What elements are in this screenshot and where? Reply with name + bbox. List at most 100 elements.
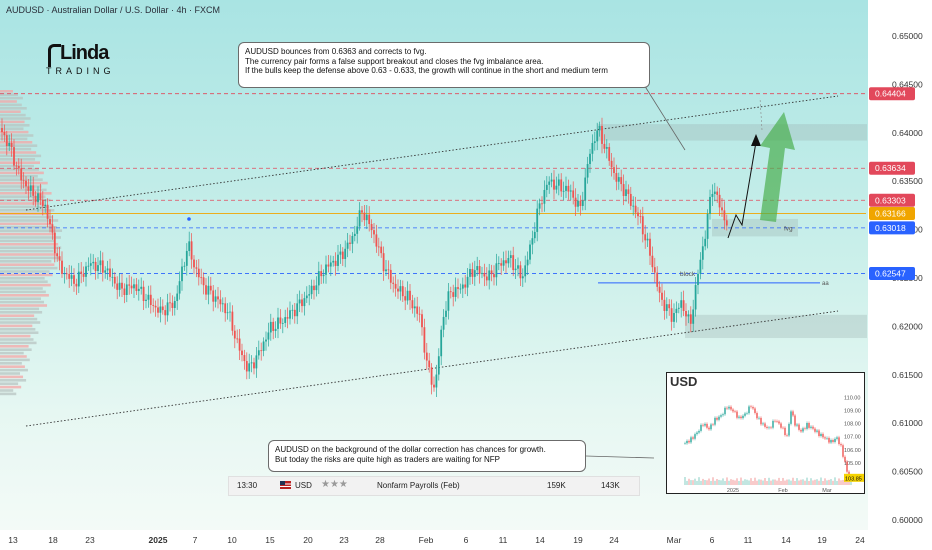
volume-profile-bar — [0, 239, 55, 243]
candle-body — [517, 265, 519, 269]
candle-body — [49, 218, 51, 225]
candle-body — [293, 309, 296, 317]
candle-body — [145, 299, 147, 301]
candle-body — [116, 283, 119, 290]
economic-event-row[interactable]: 13:30 USD ★★★ Nonfarm Payrolls (Feb) 159… — [228, 476, 640, 496]
inset-candle-body — [842, 445, 844, 457]
candle-body — [500, 263, 503, 266]
candle-body — [281, 322, 284, 324]
inset-candle-body — [722, 414, 724, 416]
candle-body — [77, 271, 80, 287]
inset-plot: 110.00109.00108.00107.00106.00105.00104.… — [684, 396, 864, 493]
inset-volume-bar — [842, 479, 844, 485]
aa-label: aa — [822, 281, 829, 287]
inset-candle-body — [788, 423, 790, 436]
candle-body — [123, 288, 126, 295]
candle-body — [591, 142, 594, 154]
inset-candle-body — [804, 428, 806, 429]
inset-candle-body — [734, 411, 736, 413]
volume-profile-bar — [0, 307, 40, 311]
candle-body — [413, 306, 416, 309]
candle-body — [291, 309, 294, 311]
candle-body — [449, 291, 452, 293]
candle-body — [209, 285, 212, 291]
candle-body — [53, 232, 56, 254]
volume-profile-bar — [0, 127, 24, 130]
candle-body — [675, 308, 678, 313]
candle-body — [176, 293, 179, 302]
logo-text-bottom: TRADING — [46, 66, 115, 76]
volume-profile-bar — [0, 113, 26, 117]
inset-volume-bar — [710, 480, 712, 485]
candle-body — [8, 142, 11, 147]
candle-body — [461, 284, 464, 289]
candle-body — [387, 269, 390, 271]
candle-body — [574, 197, 577, 207]
candle-body — [644, 234, 647, 241]
candle-body — [121, 282, 123, 289]
volume-profile-bar — [0, 324, 33, 328]
time-axis[interactable] — [0, 530, 932, 550]
volume-profile-bar — [0, 144, 38, 147]
inset-volume-bar — [824, 478, 826, 485]
inset-candle-body — [798, 424, 800, 430]
volume-profile-bar — [0, 198, 51, 202]
candle-body — [265, 339, 267, 342]
annotation-top-line-3: If the bulls keep the defense above 0.63… — [245, 66, 608, 75]
inset-candle-body — [748, 406, 750, 414]
candle-body — [529, 244, 531, 260]
volume-profile-bar — [0, 249, 54, 253]
volume-profile-bar — [0, 375, 24, 379]
candle-body — [356, 226, 359, 234]
price-axis[interactable] — [868, 0, 932, 530]
inset-candle-body — [834, 438, 836, 442]
inset-volume-bar — [846, 480, 848, 485]
inset-volume-bar — [836, 480, 838, 485]
inset-volume-bar — [706, 480, 708, 485]
candle-body — [665, 304, 668, 311]
candle-body — [169, 302, 171, 304]
inset-volume-bar — [820, 477, 822, 485]
inset-volume-bar — [768, 477, 770, 485]
inset-volume-bar — [772, 479, 774, 485]
annotation-bottom[interactable]: AUDUSD on the background of the dollar c… — [268, 440, 586, 472]
volume-profile-bar — [0, 120, 25, 124]
volume-profile-bar — [0, 232, 56, 236]
candle-body — [22, 180, 25, 182]
candle-body — [279, 317, 282, 324]
candle-body — [101, 260, 104, 273]
inset-volume-bar — [750, 478, 752, 485]
candle-body — [680, 300, 683, 308]
callout-pointer-bottom — [585, 455, 655, 459]
candle-body — [193, 259, 195, 268]
candle-body — [579, 200, 582, 206]
inset-volume-bar — [814, 479, 816, 485]
inset-candle-body — [692, 437, 694, 439]
volume-profile-bar — [0, 147, 32, 151]
candle-body — [365, 214, 368, 221]
candle-body — [392, 282, 395, 284]
candle-body — [495, 263, 498, 278]
inset-candle-body — [710, 424, 712, 430]
candle-body — [327, 264, 330, 267]
candle-body — [493, 274, 495, 278]
inset-candle-body — [728, 406, 730, 409]
volume-profile-bar — [0, 294, 49, 297]
volume-profile-bar — [0, 137, 28, 141]
candle-body — [637, 212, 639, 217]
volume-profile-bar — [0, 287, 43, 290]
candle-body — [219, 299, 222, 305]
inset-y-tick: 109.00 — [844, 409, 861, 415]
impact-stars-icon: ★★★ — [321, 479, 348, 490]
candle-body — [226, 312, 229, 314]
candle-body — [118, 282, 121, 290]
inset-candle-body — [704, 423, 706, 426]
inset-volume-bar — [770, 480, 772, 485]
candle-body — [229, 311, 231, 313]
inset-volume-bar — [746, 479, 748, 485]
candle-body — [34, 195, 37, 203]
annotation-top[interactable]: AUDUSD bounces from 0.6363 and corrects … — [238, 42, 650, 88]
inset-volume-bar — [802, 479, 804, 485]
